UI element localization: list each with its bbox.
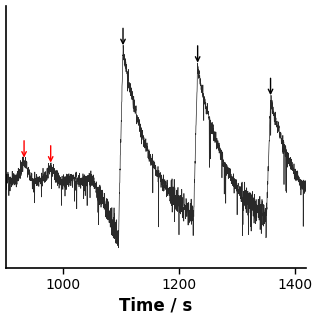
X-axis label: Time / s: Time / s (119, 296, 193, 315)
